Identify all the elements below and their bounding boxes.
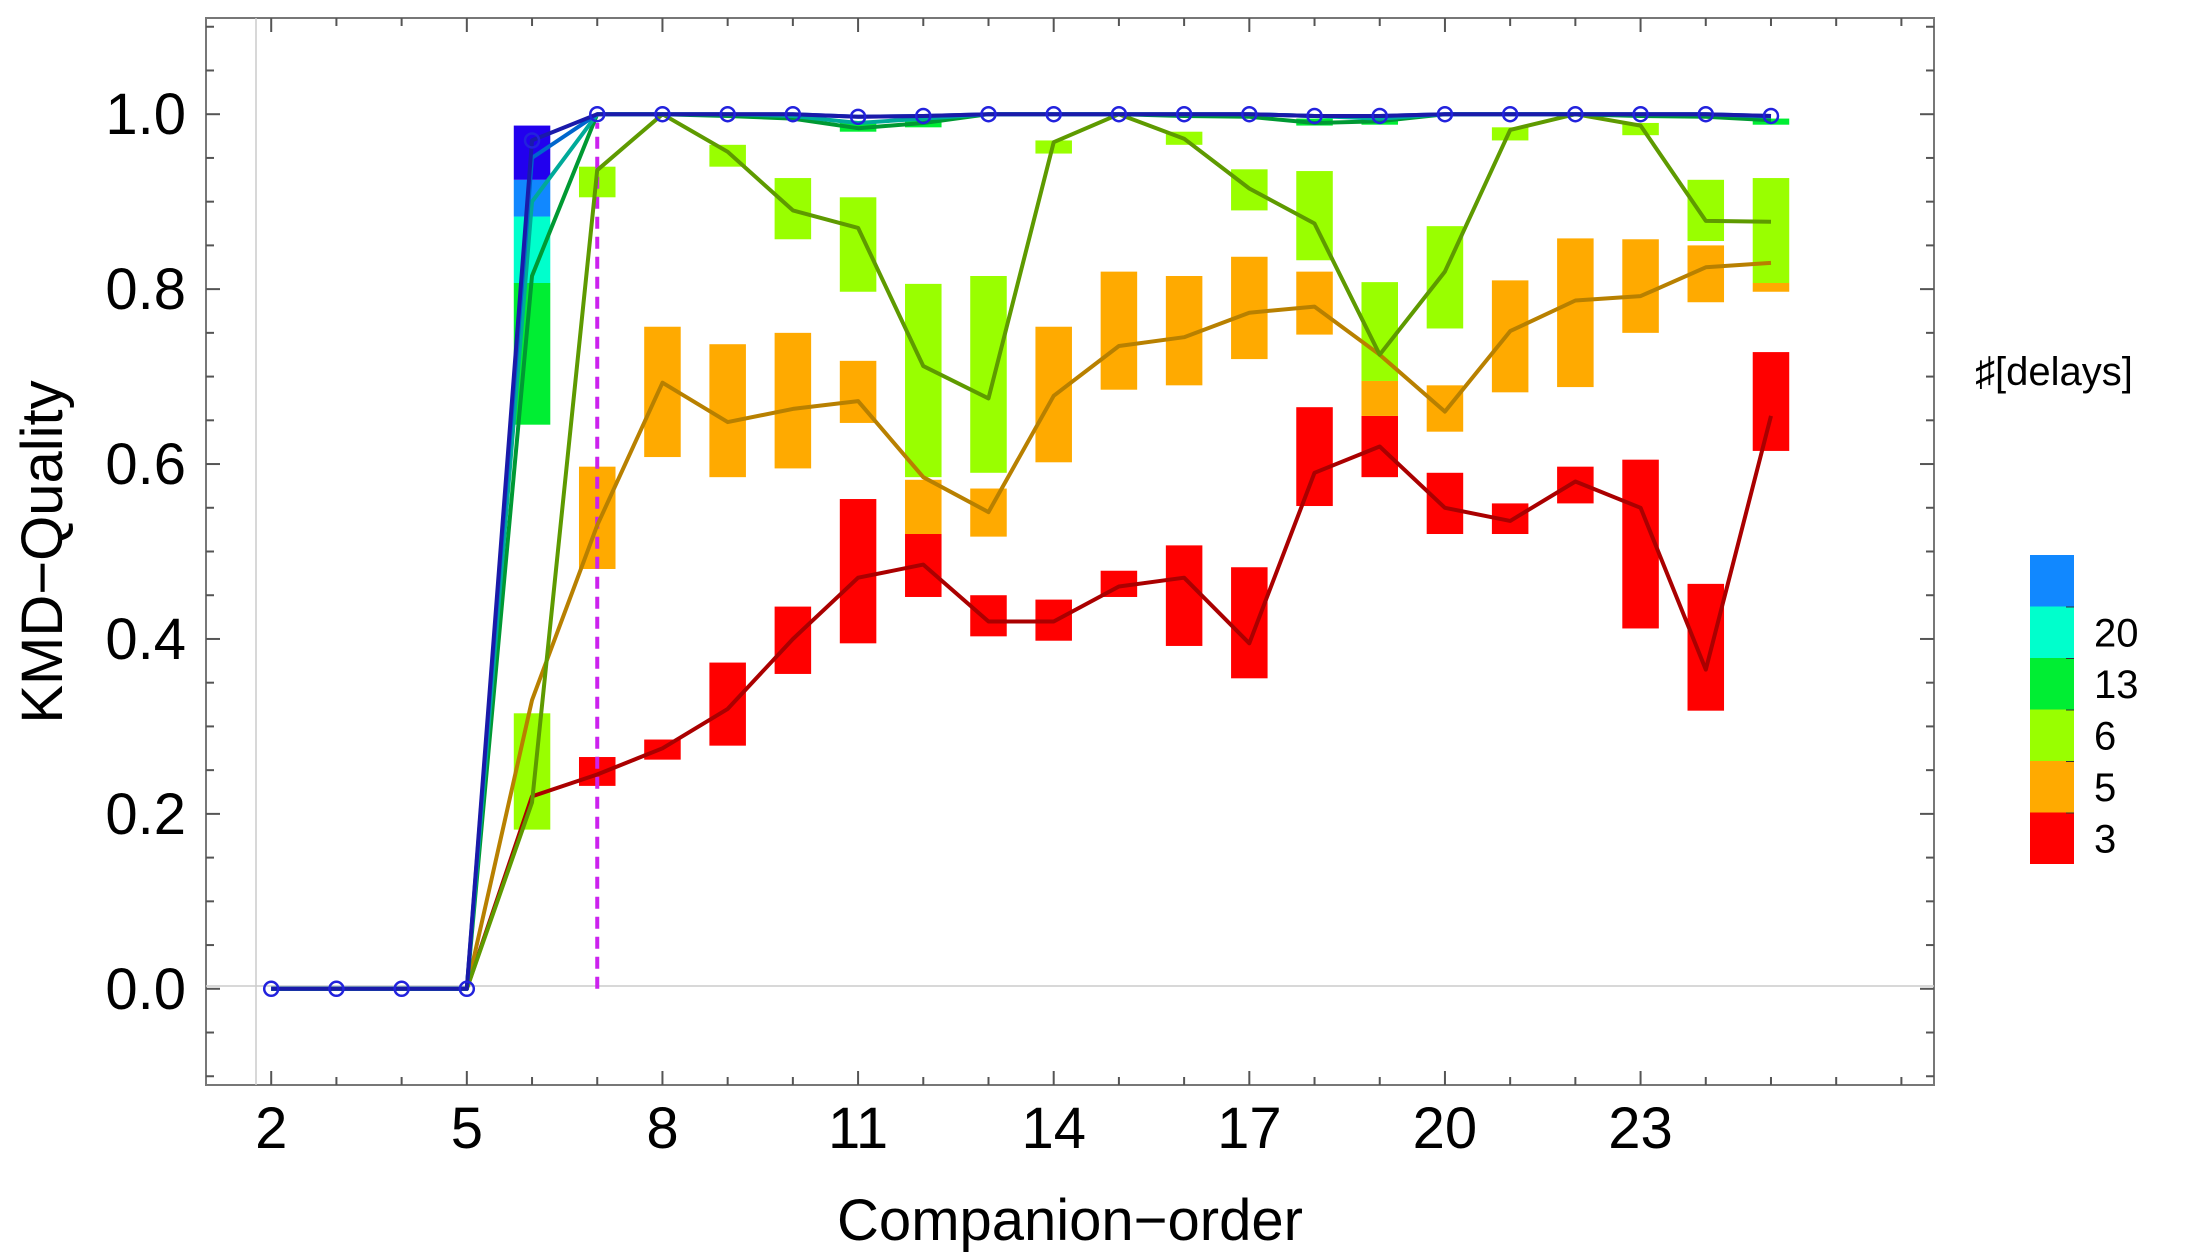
range-box [1426, 472, 1464, 535]
range-box [970, 595, 1007, 637]
colorbar-segment [2030, 812, 2074, 864]
colorbar-segment [2030, 658, 2074, 710]
range-box [1165, 545, 1203, 646]
range-box [905, 479, 942, 535]
data-point [1306, 107, 1323, 125]
y-tick-label: 0.0 [105, 957, 186, 1022]
y-tick-label: 0.6 [105, 432, 186, 497]
data-point [1175, 105, 1193, 123]
series-line [271, 112, 1772, 991]
range-box [1752, 118, 1790, 125]
y-tick-label: 0.4 [105, 607, 186, 672]
x-tick-label: 11 [828, 1096, 888, 1161]
lines-layer [271, 112, 1773, 991]
range-box [709, 344, 746, 478]
colorbar: 3 5 6 13 20 [2030, 555, 2139, 864]
markers-layer [262, 105, 1780, 998]
range-box [1622, 459, 1659, 629]
range-box [905, 283, 942, 478]
range-box [1296, 407, 1333, 507]
colorbar-label: 3 [2094, 817, 2116, 861]
data-point [1501, 105, 1519, 123]
y-axis-title: KMD−Quality [10, 380, 75, 723]
y-tick-label: 1.0 [105, 82, 186, 147]
range-box [1752, 352, 1790, 451]
range-box [1687, 583, 1725, 711]
series-line [271, 112, 1772, 991]
data-point [1045, 105, 1062, 123]
data-point [1371, 107, 1388, 125]
data-point [1632, 105, 1649, 123]
range-box [1100, 271, 1138, 390]
data-point [262, 980, 280, 998]
data-point [849, 108, 867, 126]
data-point [1567, 105, 1584, 123]
y-tick-label: 0.2 [105, 782, 186, 847]
range-box [1622, 239, 1659, 333]
x-tick-label: 14 [1021, 1096, 1086, 1161]
data-point [458, 980, 476, 998]
data-point [1436, 105, 1454, 123]
data-point [654, 105, 671, 123]
range-box [1231, 256, 1268, 360]
range-box [1361, 380, 1398, 416]
x-tick-label: 2 [255, 1096, 287, 1161]
data-point [393, 980, 410, 998]
colorbar-label: 20 [2094, 611, 2139, 655]
colorbar-segment [2030, 709, 2074, 761]
x-tick-label: 23 [1608, 1096, 1673, 1161]
range-box [1296, 271, 1333, 335]
range-box [1557, 238, 1594, 388]
series-line [271, 260, 1772, 991]
colorbar-segment [2030, 761, 2074, 813]
colorbar-label: 5 [2094, 766, 2116, 810]
range-box [513, 713, 551, 830]
tick-labels-layer: 2 5 8 11 14 17 20 23 0.0 0.2 0.4 0.6 0.8 1.0 [105, 82, 1672, 1161]
x-tick-label: 20 [1413, 1096, 1478, 1161]
data-point [1697, 105, 1715, 123]
data-point [328, 980, 345, 998]
range-box [1231, 567, 1268, 679]
data-point [980, 105, 997, 123]
range-box [839, 197, 877, 292]
colorbar-label: 13 [2094, 663, 2139, 707]
range-box [774, 332, 812, 469]
x-tick-label: 8 [646, 1096, 678, 1161]
data-point [1110, 105, 1128, 123]
x-axis-title: Companion−order [837, 1188, 1303, 1253]
data-point [719, 105, 736, 123]
x-tick-label: 17 [1217, 1096, 1282, 1161]
range-box [1687, 179, 1725, 242]
data-point [915, 107, 932, 125]
range-box [1752, 178, 1790, 284]
colorbar-segment [2030, 555, 2074, 607]
data-point [1241, 105, 1258, 123]
range-box [709, 662, 746, 746]
colorbar-label: 6 [2094, 714, 2116, 758]
range-box [970, 276, 1007, 473]
range-box [839, 499, 877, 644]
range-box [1752, 283, 1790, 292]
data-point [588, 105, 606, 123]
ticks-layer [206, 18, 1934, 1085]
range-box [1491, 280, 1529, 393]
y-tick-label: 0.8 [105, 257, 186, 322]
x-tick-label: 5 [451, 1096, 483, 1161]
data-point [1762, 107, 1780, 125]
data-point [523, 132, 541, 149]
colorbar-title: ♯[delays] [1975, 350, 2133, 394]
data-point [784, 105, 802, 123]
colorbar-segment [2030, 606, 2074, 658]
